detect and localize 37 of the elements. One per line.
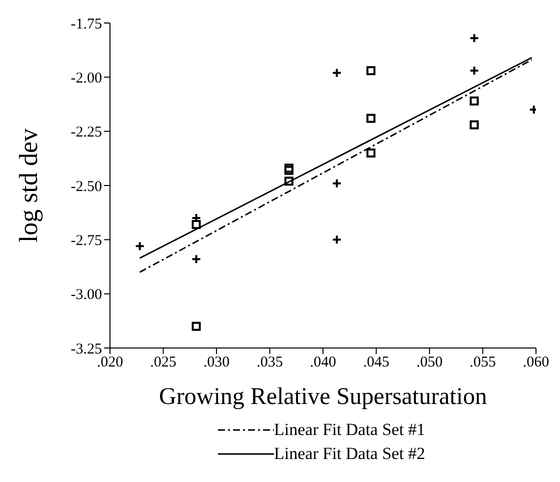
x-tick-label: .055 <box>470 354 496 371</box>
point <box>470 96 479 106</box>
point <box>284 166 294 175</box>
y-tick-label: -3.25 <box>70 341 102 358</box>
point <box>192 322 201 331</box>
point <box>366 114 376 123</box>
legend-label: Linear Fit Data Set #2 <box>274 444 426 464</box>
y-tick-label: -2.25 <box>70 124 102 141</box>
y-axis-title: log std dev <box>14 128 44 243</box>
point <box>366 66 376 76</box>
point <box>134 241 145 252</box>
point <box>284 164 294 173</box>
y-tick-label: -2.50 <box>70 178 102 195</box>
point <box>332 178 342 188</box>
x-tick-label: .040 <box>310 354 336 371</box>
x-axis-title: Growing Relative Supersaturation <box>159 384 487 410</box>
point <box>332 68 342 78</box>
x-tick-label: .045 <box>363 354 390 371</box>
y-tick-label: -2.75 <box>70 232 102 249</box>
x-tick-label: .060 <box>522 354 550 371</box>
point <box>469 66 480 76</box>
point <box>192 220 201 229</box>
point <box>284 176 294 186</box>
x-tick-label: .025 <box>150 354 176 371</box>
x-tick-label: .020 <box>96 354 124 371</box>
point <box>366 148 376 158</box>
point <box>332 234 342 245</box>
y-tick-label: -2.00 <box>70 70 102 86</box>
point <box>191 254 202 264</box>
legend-label: Linear Fit Data Set #1 <box>274 420 426 440</box>
x-tick-label: .035 <box>256 354 283 371</box>
x-tick-label: .030 <box>203 354 230 371</box>
point <box>470 120 479 130</box>
y-tick-label: -3.00 <box>70 287 102 304</box>
x-tick-label: .050 <box>416 354 443 371</box>
y-tick-label: -1.75 <box>70 16 102 32</box>
point <box>469 33 480 44</box>
